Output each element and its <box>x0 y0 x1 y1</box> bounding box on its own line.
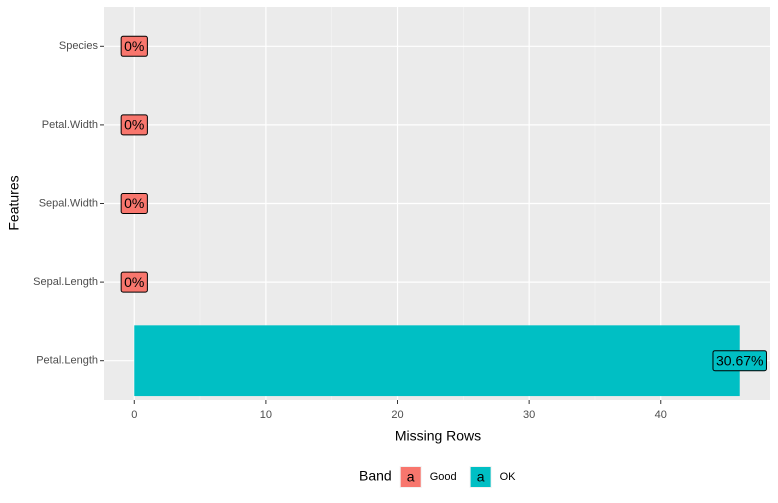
data-label-box <box>120 35 148 57</box>
data-label: 30.67% <box>716 352 763 368</box>
data-label: 0% <box>124 195 144 211</box>
data-label: 0% <box>124 117 144 133</box>
y-tick-label: Species <box>59 40 99 52</box>
x-tick-label: 20 <box>391 409 403 421</box>
legend-key-glyph: a <box>477 469 485 485</box>
legend-swatch <box>400 467 421 487</box>
x-tick-label: 40 <box>655 409 667 421</box>
x-tick-label: 30 <box>523 409 535 421</box>
data-label: 0% <box>124 274 144 290</box>
x-tick-label: 10 <box>260 409 272 421</box>
data-label: 0% <box>124 38 144 54</box>
legend-label: Good <box>430 471 457 483</box>
x-axis-title: Missing Rows <box>395 428 481 444</box>
y-axis-title: Features <box>6 175 22 230</box>
legend-swatch <box>470 467 491 487</box>
data-label-box <box>120 114 148 136</box>
data-label-box <box>712 350 767 372</box>
data-label-box <box>120 193 148 214</box>
legend-title: Band <box>359 468 392 484</box>
bar <box>134 325 740 397</box>
y-tick-label: Sepal.Length <box>33 276 98 288</box>
y-tick-label: Petal.Width <box>42 119 98 131</box>
y-tick-label: Petal.Length <box>36 355 98 367</box>
legend-key-glyph: a <box>407 469 415 485</box>
legend-label: OK <box>500 471 517 483</box>
data-label-box <box>120 271 148 293</box>
x-tick-label: 0 <box>131 409 137 421</box>
y-tick-label: Sepal.Width <box>39 197 98 209</box>
